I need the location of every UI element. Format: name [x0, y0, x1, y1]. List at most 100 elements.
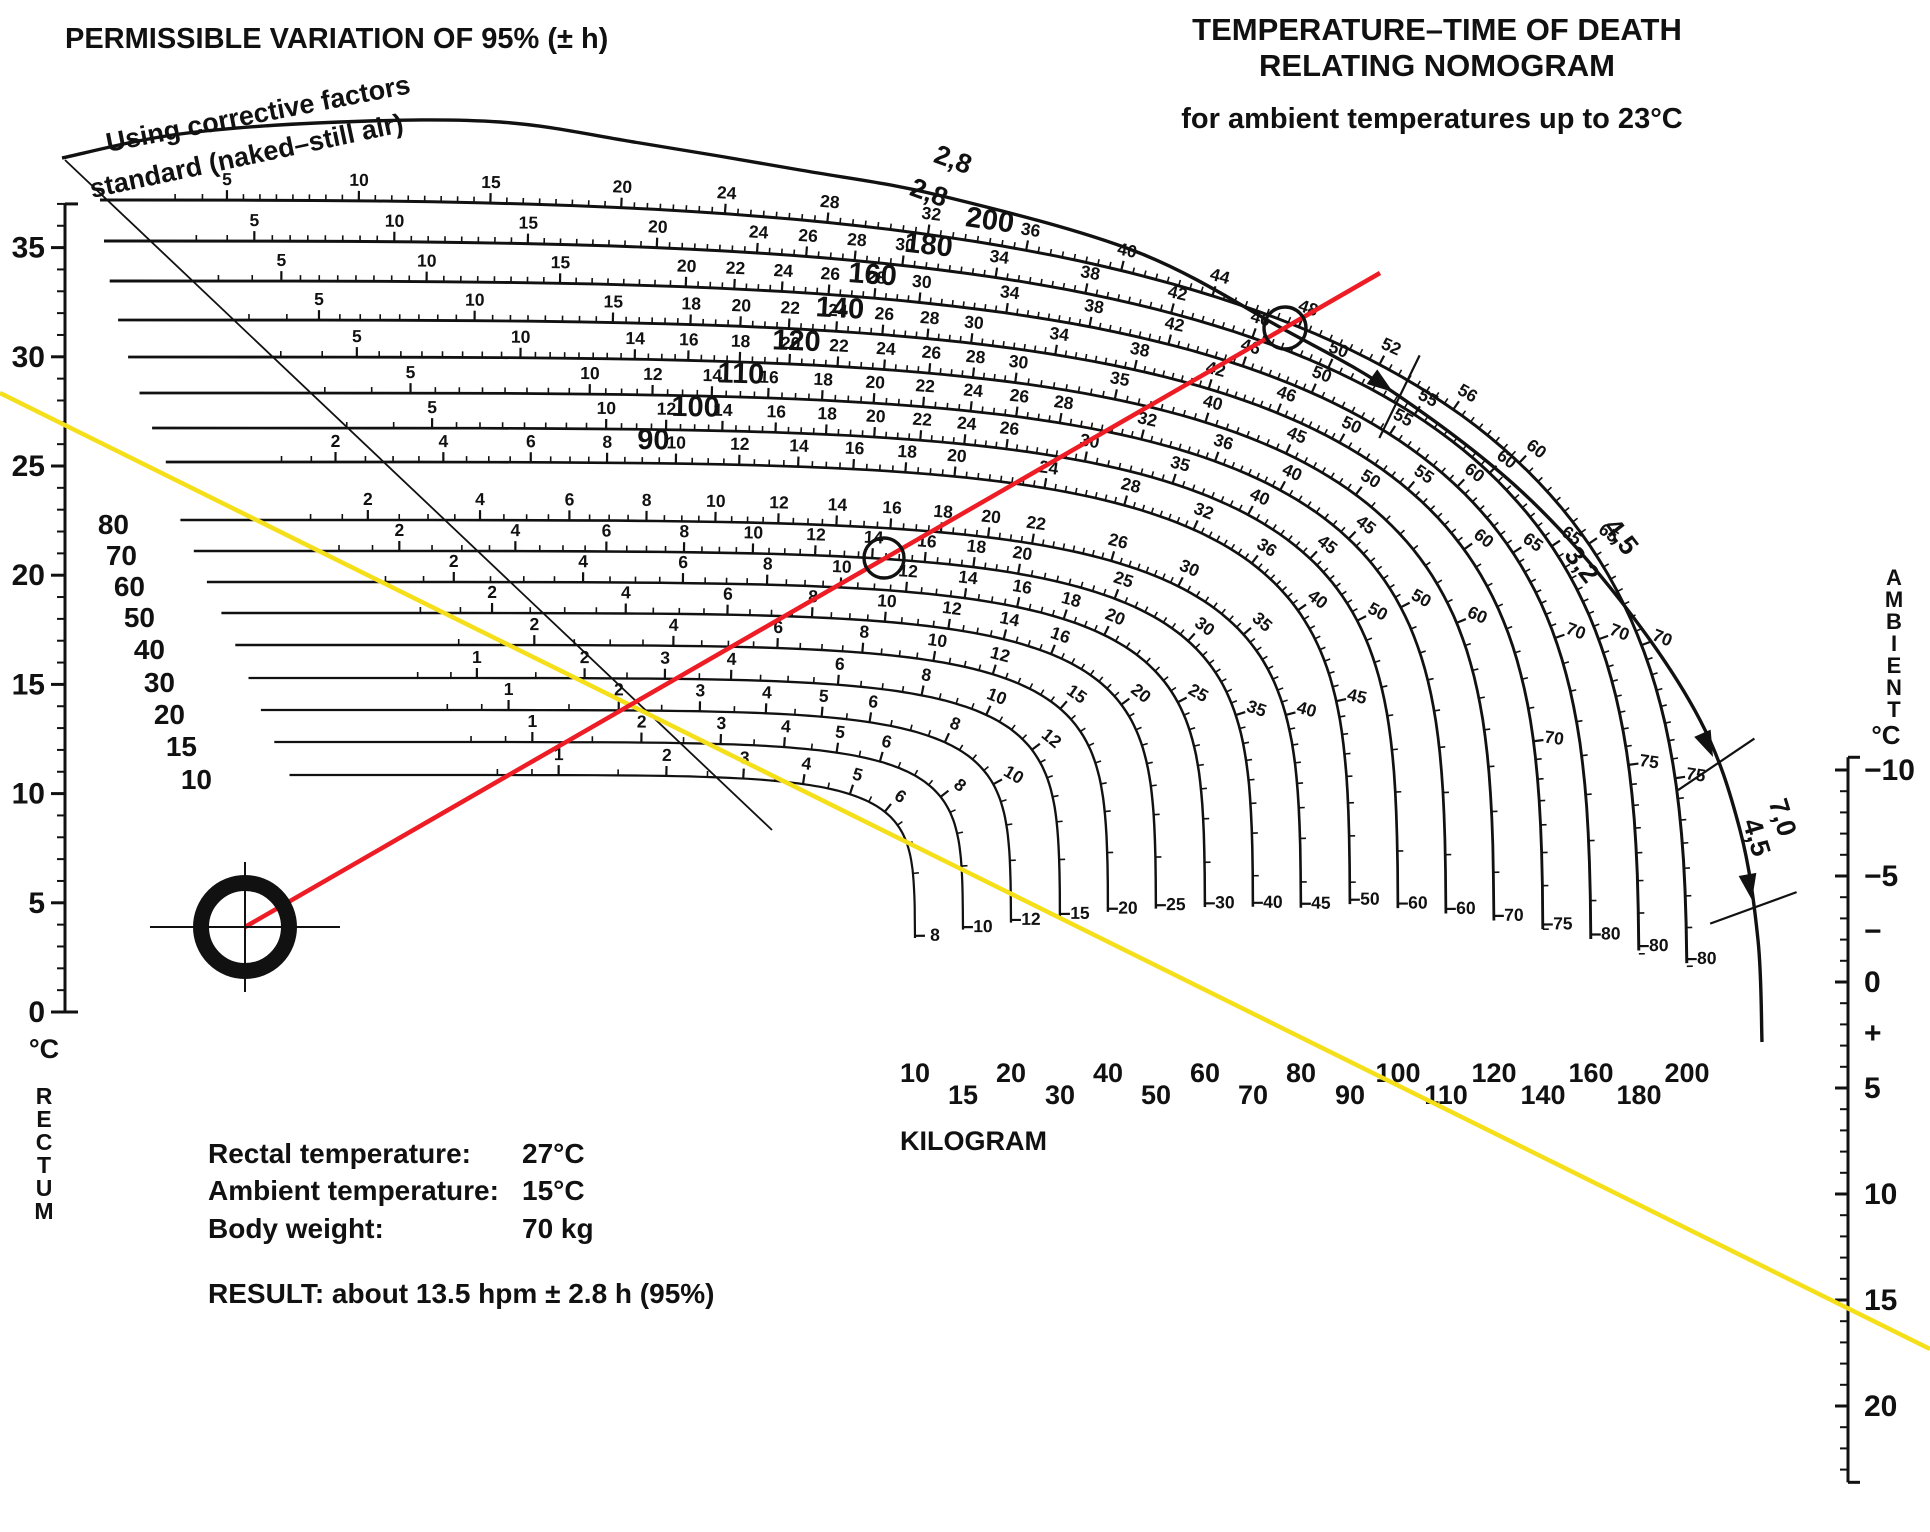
hour-tick	[1120, 260, 1125, 271]
hour-tick	[1058, 412, 1063, 424]
weight-bottom-label: 60	[1190, 1058, 1220, 1088]
hour-tick	[836, 356, 840, 367]
hour-tick	[858, 750, 862, 757]
hour-tick	[1247, 468, 1252, 476]
hour-tick	[1494, 436, 1500, 443]
hour-tick	[1031, 742, 1041, 751]
hour-label: 75	[1685, 763, 1707, 786]
hour-label: 4	[578, 551, 588, 571]
hour-tick	[1496, 603, 1504, 608]
hour-tick	[1443, 520, 1450, 526]
weight-arc-path	[180, 518, 1303, 908]
hour-label: 8	[920, 664, 933, 685]
hour-tick	[1132, 267, 1136, 274]
hour-tick	[1299, 350, 1304, 357]
hour-tick	[1088, 742, 1095, 747]
main-title-line1: TEMPERATURE–TIME OF DEATH	[1192, 12, 1682, 47]
hour-tick	[1362, 549, 1369, 555]
hour-tick	[1183, 712, 1190, 716]
hour-tick	[913, 769, 919, 776]
hour-tick	[904, 462, 908, 473]
hour-tick	[1234, 391, 1238, 398]
hour-tick	[1077, 386, 1081, 393]
hour-tick	[1622, 727, 1629, 730]
hour-tick	[1208, 659, 1215, 665]
hour-tick	[988, 237, 992, 245]
hour-tick	[1425, 386, 1431, 393]
hour-tick	[1017, 677, 1022, 684]
hour-label: 2	[662, 745, 672, 765]
hour-tick	[907, 295, 910, 302]
hour-tick	[851, 219, 855, 226]
hour-tick	[1246, 430, 1250, 438]
weight-label: 80	[98, 509, 129, 540]
hour-tick	[1074, 487, 1078, 494]
hour-tick	[939, 368, 942, 375]
hour-tick	[1041, 539, 1045, 546]
ambient-word-letter: E	[1887, 653, 1902, 678]
hour-tick	[1150, 471, 1155, 478]
hour-tick	[1387, 714, 1394, 717]
hour-tick	[913, 260, 916, 267]
hour-tick	[1632, 804, 1640, 807]
hour-label: 32	[921, 203, 943, 225]
hour-label: 5	[834, 721, 846, 742]
hour-tick	[1108, 261, 1112, 268]
hour-tick	[994, 267, 999, 278]
hour-tick	[915, 331, 918, 338]
hour-tick	[1378, 355, 1386, 366]
hour-tick	[1044, 347, 1047, 354]
hour-label: 30	[1215, 892, 1235, 912]
hour-tick	[971, 268, 975, 275]
hour-label: 70	[1543, 727, 1565, 749]
hour-tick	[883, 611, 887, 622]
hour-tick	[1157, 335, 1161, 343]
hour-tick	[1415, 447, 1421, 454]
hour-label: 30	[895, 234, 917, 256]
hour-tick	[1141, 742, 1148, 747]
weight-arc-path	[235, 643, 1110, 912]
hour-tick	[1084, 353, 1088, 361]
hour-label: 45	[1352, 511, 1380, 539]
hour-tick	[1646, 656, 1653, 661]
hour-label: 14	[957, 566, 979, 588]
hour-label: 12	[657, 399, 677, 419]
hour-label: 5	[818, 686, 829, 707]
hour-tick	[901, 255, 905, 266]
hour-tick	[1518, 558, 1525, 563]
hour-label: 5	[352, 326, 362, 346]
hour-tick	[882, 359, 886, 370]
variation-arrow-tick	[1709, 891, 1797, 925]
weight-bottom-label: 200	[1664, 1058, 1709, 1088]
hour-label: 12	[1038, 724, 1066, 752]
hour-label: 22	[725, 258, 746, 279]
hour-tick	[1177, 279, 1182, 286]
weight-label: 70	[106, 540, 137, 571]
hour-tick	[1100, 782, 1107, 785]
pivot-ring	[193, 875, 297, 979]
hour-tick	[1123, 495, 1128, 506]
hour-tick	[1456, 618, 1467, 624]
hour-tick	[1261, 655, 1268, 661]
hour-tick	[1381, 685, 1388, 688]
hour-tick	[984, 562, 987, 569]
hour-tick	[1331, 396, 1336, 403]
hour-tick	[1179, 629, 1185, 635]
hour-tick	[1256, 472, 1261, 479]
time-ray-line	[243, 271, 1382, 929]
hour-tick	[1370, 417, 1375, 424]
hour-tick	[1037, 246, 1041, 253]
hour-label: 15	[1063, 680, 1091, 708]
hour-tick	[1308, 421, 1313, 428]
hour-tick	[983, 269, 986, 276]
hour-label: 6	[565, 489, 575, 509]
hour-tick	[1264, 476, 1269, 483]
hour-tick	[1054, 483, 1057, 491]
hour-tick	[1225, 423, 1230, 430]
hour-tick	[1354, 486, 1363, 496]
hour-tick	[1251, 327, 1257, 339]
hour-tick	[1281, 586, 1288, 592]
hour-tick	[845, 713, 848, 720]
